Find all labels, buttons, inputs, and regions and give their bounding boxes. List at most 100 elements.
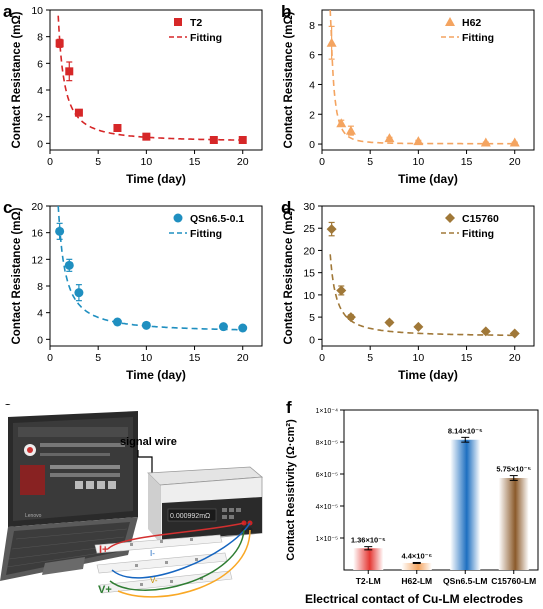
data-point (55, 39, 64, 48)
x-tick-label: C15760-LM (491, 576, 536, 586)
chart-f: 1×10⁻⁵ 4×10⁻⁵ 6×10⁻⁵ 8×10⁻⁵ 1×10⁻⁴ 1.36×10⁻⁵ T… (285, 408, 539, 606)
y-tick-label: 1×10⁻⁵ (316, 536, 338, 543)
y-axis-label: Contact Resistance (mΩ) (11, 11, 23, 148)
y-tick-label: 6 (37, 58, 43, 70)
i-minus-label: I- (150, 549, 155, 558)
x-axis-label: Time (day) (398, 368, 458, 382)
data-label: 4.4×10⁻⁶ (401, 551, 432, 560)
y-tick-label: 0 (309, 334, 315, 346)
panel-label-d: d (281, 198, 292, 217)
x-tick-label: 0 (47, 156, 53, 168)
plot-frame (321, 9, 535, 151)
bar (450, 439, 481, 570)
data-point (413, 136, 424, 146)
data-point (336, 285, 347, 296)
data-point (509, 137, 520, 147)
data-point (55, 226, 65, 236)
bar (498, 478, 529, 570)
y-tick-label: 10 (31, 5, 43, 17)
data-point (74, 108, 83, 117)
data-point (384, 317, 395, 328)
legend-entry: Fitting (462, 32, 494, 44)
y-axis-label: Contact Resistance (mΩ) (283, 207, 295, 344)
x-tick-label: T2-LM (356, 576, 381, 586)
x-tick-label: 20 (237, 352, 249, 364)
data-point (209, 136, 218, 144)
y-tick-label: 0 (37, 138, 43, 150)
data-point (113, 124, 122, 132)
y-tick-label: 2 (309, 109, 315, 121)
x-tick-label: 15 (461, 156, 473, 168)
data-point (64, 260, 74, 270)
data-point (326, 37, 337, 47)
y-tick-label: 4 (37, 308, 43, 320)
x-tick-label: 0 (319, 352, 325, 364)
y-tick-label: 6×10⁻⁵ (316, 472, 338, 479)
y-tick-label: 8 (37, 281, 43, 293)
y-axis-label: Contact Resistance (mΩ) (11, 207, 23, 344)
legend-entry: H62 (462, 17, 481, 29)
data-point (345, 125, 356, 135)
x-axis-label: Time (day) (126, 172, 186, 186)
x-tick-label: 20 (237, 156, 249, 168)
data-point (238, 136, 247, 144)
x-tick-label: 5 (367, 156, 373, 168)
legend-entry: Fitting (190, 228, 222, 240)
y-tick-label: 16 (31, 228, 43, 240)
x-tick-label: 15 (189, 352, 201, 364)
plot-frame (49, 205, 263, 347)
legend-entry: QSn6.5-0.1 (190, 213, 244, 225)
sample-strips (94, 534, 233, 594)
meter-display: 0.000992mΩ (170, 513, 210, 520)
data-point (112, 317, 122, 327)
v-plus-label: V+ (98, 584, 112, 596)
y-tick-label: 2 (37, 112, 43, 124)
y-tick-label: 20 (31, 201, 43, 213)
y-tick-label: 8 (37, 32, 43, 44)
i-plus-label: I+ (99, 544, 108, 556)
panel-label-c: c (3, 198, 13, 217)
x-tick-label: QSn6.5-LM (443, 576, 487, 586)
v-minus-label: V- (150, 576, 158, 585)
x-tick-label: 20 (509, 156, 521, 168)
y-tick-label: 30 (303, 201, 315, 213)
data-point (509, 328, 520, 339)
y-tick-label: 6 (309, 50, 315, 62)
laptop-brand: Lenovo (25, 513, 42, 519)
panel-label-f: f (286, 398, 292, 417)
x-tick-label: 20 (509, 352, 521, 364)
plot-frame (343, 409, 539, 571)
y-tick-label: 8 (309, 20, 315, 32)
data-point (326, 224, 337, 235)
y-tick-label: 25 (303, 223, 315, 235)
x-axis-label: Time (day) (398, 172, 458, 186)
data-point (413, 321, 424, 332)
data-point (65, 67, 74, 76)
legend-entry: Fitting (190, 32, 222, 44)
data-point (238, 323, 248, 333)
bar (353, 548, 384, 570)
y-tick-label: 10 (303, 290, 315, 302)
y-tick-label: 20 (303, 245, 315, 257)
panel-label-b: b (281, 2, 292, 21)
x-tick-label: 10 (413, 352, 425, 364)
plot-frame (321, 205, 535, 347)
chart-d: 0 5 10 15 20 0 5 10 15 20 25 30 Time (day) Contact Re… (283, 201, 535, 382)
measurement-setup-photo: Lenovo signal wire 0.000992mΩ (0, 405, 272, 609)
legend-marker (445, 17, 455, 26)
x-tick-label: 5 (367, 352, 373, 364)
x-axis-label: Electrical contact of Cu-LM electrodes (305, 592, 523, 606)
multimeter: 0.000992mΩ (147, 466, 264, 544)
fitting-curve (329, 9, 515, 145)
y-axis-label: Contact Resistivity (Ω·cm²) (285, 419, 297, 561)
fitting-curve (329, 254, 515, 337)
x-tick-label: 5 (95, 156, 101, 168)
y-tick-label: 1×10⁻⁴ (316, 408, 338, 415)
x-tick-label: H62-LM (401, 576, 432, 586)
legend-marker (445, 213, 455, 223)
y-tick-label: 4×10⁻⁵ (316, 504, 338, 511)
legend-marker (174, 18, 182, 26)
y-tick-label: 0 (309, 139, 315, 151)
legend-entry: Fitting (462, 228, 494, 240)
x-tick-label: 0 (319, 156, 325, 168)
